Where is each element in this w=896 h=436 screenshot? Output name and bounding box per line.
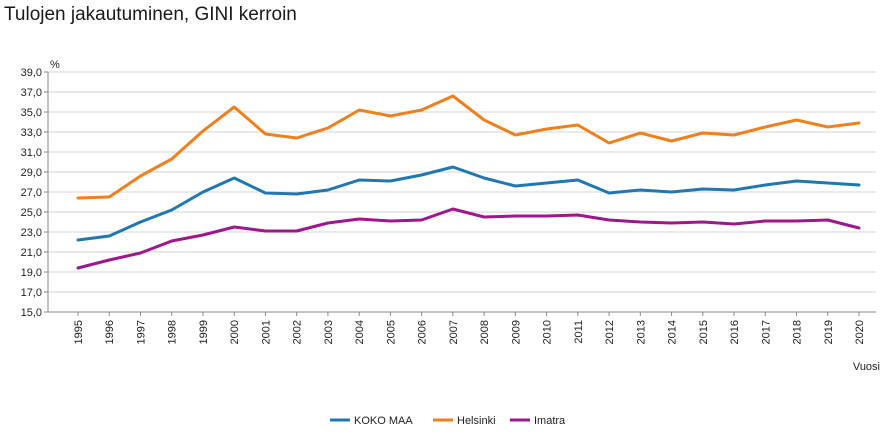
x-tick-label: 2020 (854, 320, 866, 344)
y-axis-label: % (50, 59, 60, 71)
x-tick-label: 1999 (198, 320, 210, 344)
chart-title: Tulojen jakautuminen, GINI kerroin (4, 4, 297, 25)
y-tick-label: 27,0 (21, 187, 42, 199)
x-tick-label: 2016 (729, 320, 741, 344)
y-tick-label: 23,0 (21, 227, 42, 239)
y-tick-label: 15,0 (21, 307, 42, 319)
y-tick-label: 35,0 (21, 107, 42, 119)
x-tick-label: 2005 (385, 320, 397, 344)
x-tick-label: 2017 (760, 320, 772, 344)
x-tick-label: 1995 (73, 320, 85, 344)
x-tick-label: 2013 (635, 320, 647, 344)
x-tick-label: 2007 (448, 320, 460, 344)
series-line-1 (76, 94, 861, 200)
x-tick-label: 2001 (260, 320, 272, 344)
legend-label: Helsinki (457, 415, 496, 427)
y-tick-label: 17,0 (21, 287, 42, 299)
x-tick-label: 2014 (667, 320, 679, 344)
x-tick-label: 1998 (167, 320, 179, 344)
x-tick-label: 2006 (417, 320, 429, 344)
series-line-2 (76, 207, 861, 270)
axes (44, 71, 876, 316)
x-tick-label: 2000 (229, 320, 241, 344)
x-axis-label: Vuosi (853, 361, 880, 373)
y-tick-label: 33,0 (21, 127, 42, 139)
y-tick-label: 39,0 (21, 67, 42, 79)
x-tick-label: 2002 (292, 320, 304, 344)
x-tick-label: 2018 (792, 320, 804, 344)
series-lines (76, 94, 861, 270)
x-tick-label: 2019 (823, 320, 835, 344)
x-tick-label: 2004 (354, 320, 366, 344)
x-tick-label: 1997 (135, 320, 147, 344)
y-tick-label: 29,0 (21, 167, 42, 179)
legend-item: KOKO MAA (330, 415, 413, 427)
x-tick-label: 2015 (698, 320, 710, 344)
x-tick-label: 2009 (510, 320, 522, 344)
y-tick-label: 19,0 (21, 267, 42, 279)
legend-label: KOKO MAA (354, 415, 413, 427)
y-tick-labels: 39,0 37,0 35,0 33,0 31,0 29,0 27,0 25,0 23,0 21,0… (21, 67, 42, 319)
grid-lines (48, 71, 876, 313)
y-tick-label: 21,0 (21, 247, 42, 259)
y-tick-label: 25,0 (21, 207, 42, 219)
legend-item: Imatra (510, 415, 566, 427)
x-tick-label: 2008 (479, 320, 491, 344)
x-tick-label: 1996 (104, 320, 116, 344)
x-tick-label: 2010 (542, 320, 554, 344)
legend: KOKO MAA Helsinki Imatra (330, 415, 566, 427)
x-tick-label: 2003 (323, 320, 335, 344)
x-tick-labels: 1995 1996 1997 1998 1999 2000 2001 2002 2003 2004… (73, 320, 866, 344)
x-tick-label: 2012 (604, 320, 616, 344)
y-tick-label: 37,0 (21, 87, 42, 99)
legend-item: Helsinki (433, 415, 496, 427)
y-tick-label: 31,0 (21, 147, 42, 159)
legend-label: Imatra (534, 415, 566, 427)
x-tick-label: 2011 (573, 320, 585, 344)
series-line-0 (76, 165, 861, 242)
